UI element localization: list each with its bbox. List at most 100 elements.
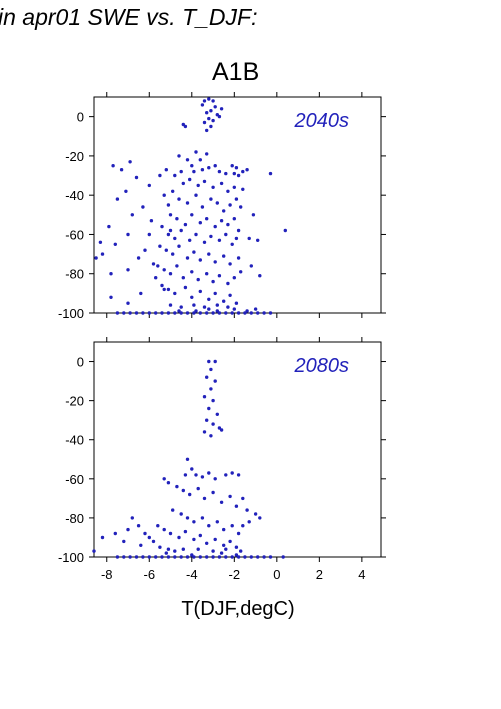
x-tick-label: -2 [229, 567, 241, 582]
data-point [243, 311, 247, 315]
data-point [162, 527, 166, 532]
data-point [202, 99, 207, 103]
data-point [217, 555, 222, 559]
data-point [202, 496, 207, 501]
data-point [213, 164, 217, 168]
data-point [209, 124, 213, 129]
data-point [136, 524, 141, 528]
data-point [198, 158, 202, 162]
data-point [151, 262, 156, 266]
data-point [198, 311, 202, 315]
data-point [179, 305, 183, 309]
data-point [194, 193, 198, 197]
data-point [192, 537, 196, 542]
data-point [128, 160, 132, 164]
data-point [224, 171, 228, 176]
data-point [192, 520, 196, 524]
data-point [192, 303, 196, 307]
data-point [217, 238, 222, 242]
data-point [215, 201, 219, 205]
data-point [241, 524, 245, 528]
data-point [236, 531, 241, 536]
data-point [126, 232, 130, 237]
data-point [222, 254, 226, 258]
data-point [154, 311, 158, 315]
data-point [141, 205, 145, 209]
data-point [200, 205, 205, 209]
data-point [160, 283, 164, 288]
data-point [188, 238, 192, 242]
data-point [196, 486, 200, 491]
data-point [230, 242, 234, 246]
data-point [122, 555, 126, 559]
data-point [222, 209, 226, 213]
data-point [179, 169, 183, 174]
data-point [205, 555, 209, 559]
data-point [194, 232, 198, 237]
data-point [236, 256, 241, 260]
data-point [207, 471, 211, 475]
data-point [166, 555, 171, 559]
data-point [217, 426, 222, 430]
data-point [164, 168, 168, 172]
data-point [111, 164, 115, 168]
data-point [156, 264, 160, 268]
data-point [239, 205, 243, 209]
data-point [147, 311, 151, 315]
data-point [179, 555, 183, 559]
data-point [139, 543, 143, 547]
data-point [188, 177, 192, 182]
x-tick-label: 0 [273, 567, 280, 582]
data-point [177, 197, 181, 201]
data-point [171, 189, 175, 193]
data-point [166, 203, 171, 207]
data-point [243, 555, 247, 559]
data-point [164, 551, 168, 555]
data-point [124, 189, 128, 193]
data-point [247, 236, 251, 241]
data-point [205, 152, 209, 156]
data-point [158, 545, 162, 549]
data-point [215, 520, 219, 524]
data-point [245, 508, 249, 512]
data-point [168, 213, 173, 217]
data-point [228, 293, 232, 297]
data-point [234, 504, 239, 508]
data-point [219, 500, 224, 504]
data-point [256, 311, 260, 315]
data-point [217, 114, 222, 119]
data-point [230, 524, 234, 528]
data-point [211, 99, 215, 103]
y-tick-label: -80 [65, 511, 84, 526]
data-point [190, 270, 194, 274]
data-point [230, 555, 234, 559]
data-point [113, 531, 118, 536]
data-point [262, 311, 266, 315]
data-point [194, 473, 198, 477]
x-tick-label: -6 [143, 567, 155, 582]
data-point [185, 555, 190, 559]
data-point [141, 555, 145, 559]
data-point [219, 551, 224, 555]
data-point [232, 276, 236, 280]
data-point [183, 529, 188, 534]
y-tick-label: 0 [77, 355, 84, 370]
page-title: in apr01 SWE vs. T_DJF: [0, 4, 258, 30]
data-point [202, 430, 207, 434]
data-point [202, 120, 207, 125]
data-point [213, 359, 217, 364]
data-point [143, 248, 147, 252]
data-point [160, 555, 164, 559]
data-point [202, 305, 207, 309]
data-point [234, 236, 239, 241]
x-tick-label: -4 [186, 567, 198, 582]
data-point [268, 555, 273, 559]
panel-label: 2040s [294, 110, 350, 132]
data-point [207, 359, 211, 364]
data-point [205, 111, 209, 115]
data-point [211, 422, 215, 426]
data-point [107, 224, 111, 229]
data-point [162, 287, 166, 292]
data-point [213, 224, 217, 229]
data-point [183, 473, 188, 477]
